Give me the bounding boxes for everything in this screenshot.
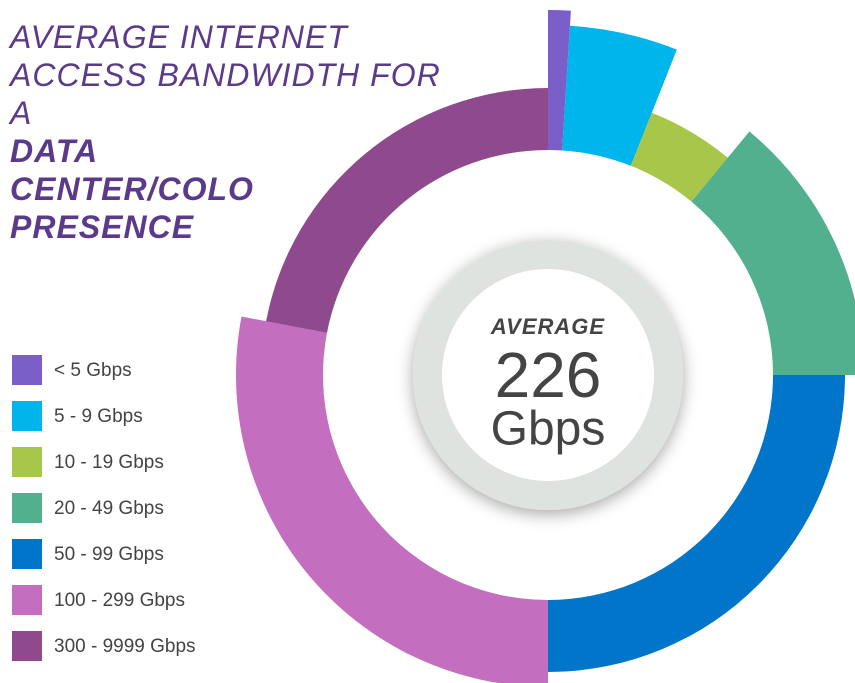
wedge [236,316,548,683]
center-unit: Gbps [491,403,606,456]
wedge [548,375,845,672]
legend-label: 300 - 9999 Gbps [54,636,196,657]
center-label: AVERAGE [490,314,605,339]
chart-title-block: AVERAGE INTERNET ACCESS BANDWIDTH FOR A … [10,18,450,246]
wedge [630,112,728,202]
wedge [266,88,548,333]
chart-title: AVERAGE INTERNET ACCESS BANDWIDTH FOR A [10,19,441,131]
wedge [691,131,855,375]
center-value: 226 [495,339,602,411]
legend-label: 10 - 19 Gbps [54,452,164,473]
wedge [548,10,571,151]
chart-subtitle: DATA CENTER/COLO PRESENCE [10,133,254,245]
legend-label: < 5 Gbps [54,360,132,381]
legend-swatch [12,447,42,477]
legend-swatch [12,585,42,615]
legend-swatch [12,631,42,661]
legend-swatch [12,493,42,523]
legend-swatch [12,355,42,385]
wedge [562,25,677,166]
center-disc [442,269,654,481]
legend-swatch [12,401,42,431]
legend-swatch [12,539,42,569]
legend-label: 5 - 9 Gbps [54,406,143,427]
legend-label: 50 - 99 Gbps [54,544,164,565]
legend-label: 100 - 299 Gbps [54,590,185,611]
legend-label: 20 - 49 Gbps [54,498,164,519]
